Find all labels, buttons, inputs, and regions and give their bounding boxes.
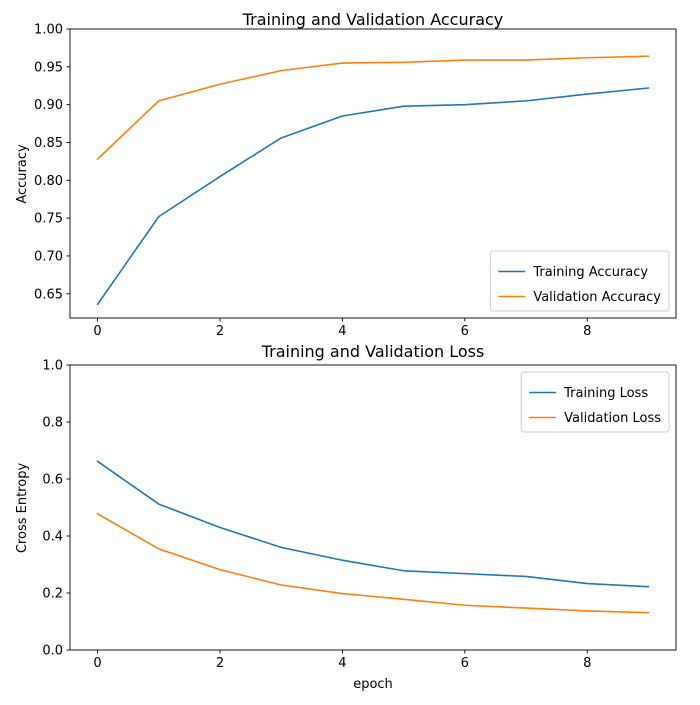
legend-frame (520, 371, 670, 433)
x-tick-label: 8 (583, 324, 591, 339)
y-tick-label: 1.0 (42, 359, 63, 374)
loss-plot-area: 0 2 4 6 8 0.0 0.2 0.4 0.6 0.8 1.0 Training Loss Vali… (42, 359, 677, 671)
y-tick-label: 0.85 (34, 136, 63, 151)
loss-y-axis-label: Cross Entropy (15, 463, 30, 554)
accuracy-plot-area: 0 2 4 6 8 0.65 0.70 0.75 0.80 0.85 0.90 0.95 1.00 Tra… (34, 23, 677, 339)
y-tick-label: 0.6 (42, 473, 63, 488)
accuracy-chart-title: Training and Validation Accuracy (242, 10, 504, 29)
y-tick-label: 0.4 (42, 530, 63, 545)
series-line-training-loss (96, 460, 650, 588)
series-line-training-accuracy (96, 87, 650, 306)
x-tick-label: 6 (461, 324, 469, 339)
x-axis-label-epoch: epoch (353, 677, 393, 692)
y-tick-label: 0.90 (34, 98, 63, 113)
loss-chart-title: Training and Validation Loss (261, 342, 485, 361)
x-tick-label: 2 (216, 324, 224, 339)
y-tick-label: 1.00 (34, 23, 63, 38)
legend-label: Training Loss (563, 386, 648, 401)
series-line-validation-loss (96, 512, 650, 614)
legend-label: Training Accuracy (532, 265, 648, 280)
y-tick-label: 0.2 (42, 587, 63, 602)
axes-frame (69, 364, 677, 651)
series-line-validation-accuracy (96, 55, 650, 160)
axes-frame (69, 28, 677, 319)
x-tick-label: 0 (93, 324, 101, 339)
x-tick-label: 2 (216, 656, 224, 671)
legend-frame (489, 250, 670, 312)
y-tick-label: 0.8 (42, 416, 63, 431)
legend-box: Training Loss Validation Loss (520, 371, 670, 433)
y-tick-label: 0.95 (34, 60, 63, 75)
y-tick-label: 0.75 (34, 212, 63, 227)
x-tick-label: 4 (338, 324, 346, 339)
y-tick-label: 0.70 (34, 249, 63, 264)
y-tick-label: 0.65 (34, 287, 63, 302)
legend-box: Training Accuracy Validation Accuracy (489, 250, 670, 312)
legend-label: Validation Loss (564, 411, 661, 426)
x-tick-label: 0 (93, 656, 101, 671)
y-tick-label: 0.0 (42, 644, 63, 659)
legend-label: Validation Accuracy (533, 290, 661, 305)
accuracy-y-axis-label: Accuracy (15, 144, 30, 204)
x-tick-label: 6 (461, 656, 469, 671)
x-tick-label: 8 (583, 656, 591, 671)
y-tick-label: 0.80 (34, 174, 63, 189)
x-tick-label: 4 (338, 656, 346, 671)
